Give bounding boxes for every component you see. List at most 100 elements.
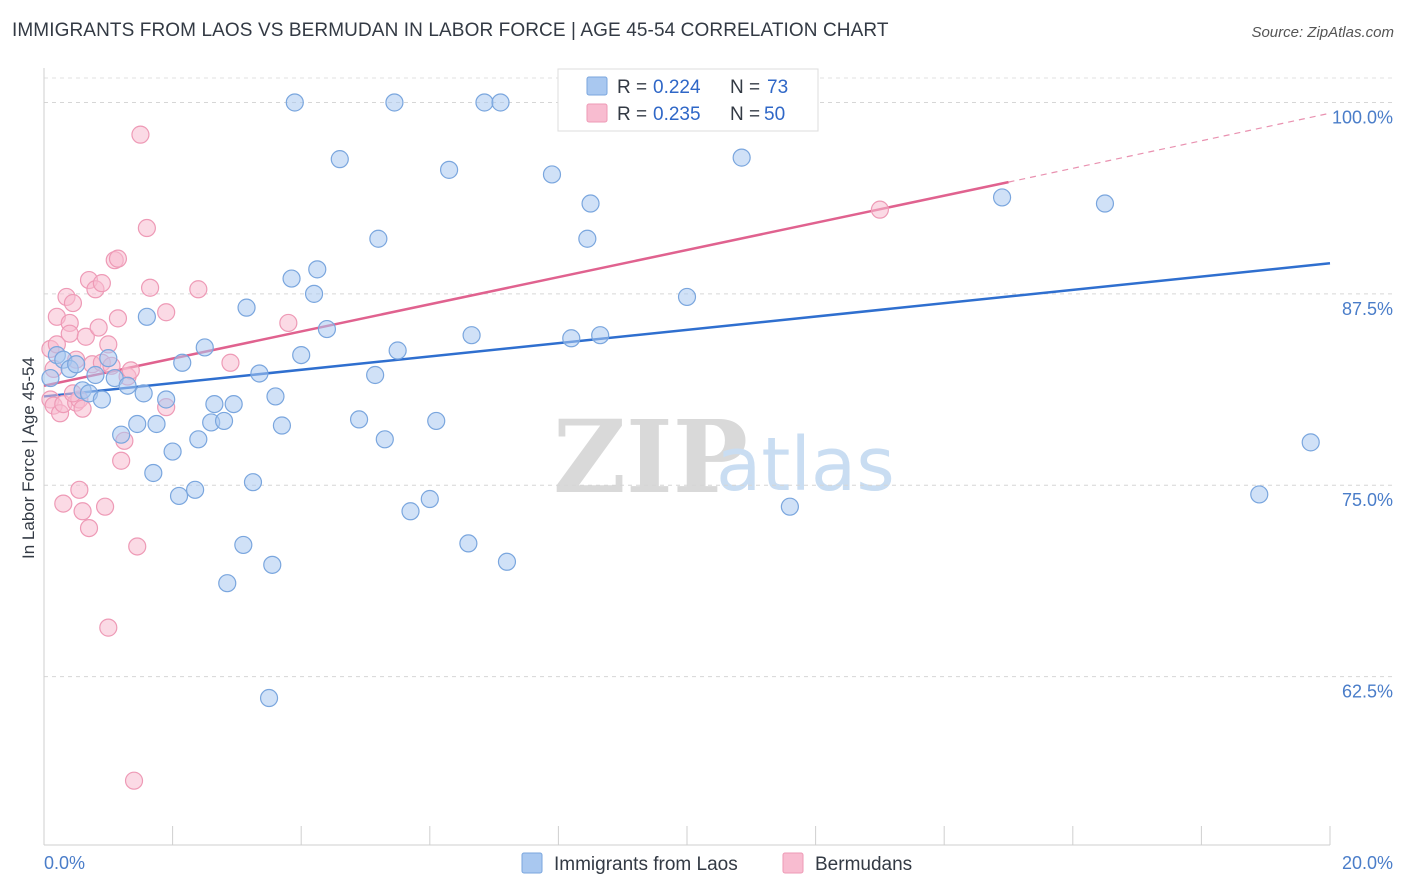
point-bermudans — [870, 200, 890, 219]
point-bermudans — [73, 502, 92, 521]
point-laos — [243, 473, 263, 492]
point-laos — [542, 165, 562, 184]
point-laos — [349, 410, 369, 429]
point-laos — [308, 260, 327, 279]
point-laos — [112, 425, 131, 444]
point-laos — [677, 287, 697, 307]
point-laos — [732, 148, 751, 167]
point-laos — [186, 480, 205, 499]
point-laos — [137, 307, 156, 326]
point-laos — [578, 229, 597, 248]
point-laos — [214, 411, 234, 431]
point-bermudans — [128, 537, 147, 556]
point-laos — [427, 411, 446, 431]
point-laos — [218, 574, 237, 593]
point-bermudans — [157, 303, 176, 322]
point-laos — [263, 555, 282, 574]
source-credit: Source: ZipAtlas.com — [1251, 24, 1394, 41]
point-laos — [163, 442, 182, 461]
point-bermudans — [137, 218, 156, 238]
point-laos — [591, 326, 610, 345]
point-bermudans — [121, 361, 140, 380]
point-laos — [92, 390, 111, 409]
point-laos — [282, 269, 301, 288]
point-bermudans — [189, 280, 208, 299]
trendline-laos-solid — [43, 262, 1331, 398]
point-bermudans — [108, 309, 128, 328]
stats-legend: R = 0.224 N = 73 R = 0.235 N = 50 — [557, 68, 819, 132]
point-laos — [304, 284, 324, 303]
legend-swatch-bermudans — [586, 103, 608, 123]
trendline-laos — [43, 262, 1331, 398]
y-tick-labels: 62.5% 75.0% 87.5% 100.0% — [1332, 107, 1393, 701]
point-laos — [157, 390, 176, 409]
trendline-bermudans-extension — [1008, 112, 1331, 183]
point-laos — [147, 414, 166, 434]
point-bermudans — [70, 480, 89, 499]
point-laos — [497, 552, 517, 571]
point-laos — [266, 387, 285, 406]
point-laos — [562, 329, 581, 348]
legend-r-value-bermudans: 0.235 — [653, 104, 701, 125]
point-laos — [366, 365, 385, 385]
point-laos — [128, 414, 147, 434]
point-laos — [491, 93, 510, 112]
point-laos — [41, 368, 60, 388]
point-bermudans — [221, 353, 240, 372]
point-laos — [375, 430, 394, 449]
point-laos — [1095, 194, 1115, 213]
point-laos — [205, 394, 224, 414]
watermark-zip: ZIP — [553, 398, 748, 516]
y-tick-label: 62.5% — [1342, 682, 1393, 702]
point-laos — [401, 502, 420, 521]
point-bermudans — [95, 497, 115, 516]
y-tick-label: 100.0% — [1332, 107, 1393, 127]
point-laos — [118, 376, 137, 395]
point-laos — [475, 93, 494, 112]
series-legend: Immigrants from Laos Bermudans — [521, 852, 912, 875]
x-tick-label-min: 0.0% — [44, 853, 85, 873]
point-laos — [285, 93, 304, 112]
point-laos — [195, 338, 214, 357]
point-laos — [388, 341, 407, 360]
trendline-bermudans — [43, 112, 1331, 387]
point-bermudans — [279, 313, 298, 333]
legend-swatch-laos — [586, 76, 608, 96]
point-laos — [67, 355, 86, 374]
point-laos — [385, 93, 404, 112]
gridlines — [44, 77, 1393, 678]
point-laos — [86, 365, 105, 385]
point-laos — [99, 349, 118, 368]
point-laos — [1301, 433, 1320, 452]
point-laos — [292, 345, 311, 365]
point-laos — [420, 489, 439, 509]
bottom-legend-swatch-bermudans — [782, 852, 804, 874]
point-bermudans — [76, 327, 95, 346]
point-laos — [259, 688, 279, 708]
bottom-legend-label-bermudans: Bermudans — [815, 854, 912, 875]
point-bermudans — [112, 451, 131, 470]
point-bermudans — [131, 125, 150, 144]
point-laos — [224, 394, 243, 414]
point-laos — [169, 486, 189, 506]
point-bermudans — [73, 399, 92, 418]
point-laos — [439, 160, 459, 179]
legend-n-value-laos: 73 — [767, 77, 788, 98]
point-laos — [780, 497, 799, 516]
chart-title: IMMIGRANTS FROM LAOS VS BERMUDAN IN LABO… — [12, 20, 889, 41]
legend-n-label-laos: N = — [730, 77, 760, 98]
x-tick-label-max: 20.0% — [1342, 853, 1393, 873]
axes — [43, 68, 1331, 846]
point-laos — [330, 150, 349, 169]
point-laos — [250, 364, 269, 383]
point-bermudans — [60, 324, 79, 343]
watermark-atlas: atlas — [716, 422, 895, 508]
points-laos — [41, 93, 1320, 708]
y-tick-label: 75.0% — [1342, 490, 1393, 510]
point-laos — [134, 384, 153, 403]
trendline-bermudans-solid — [43, 180, 1009, 387]
bottom-legend-swatch-laos — [521, 852, 543, 874]
point-laos — [1250, 485, 1269, 504]
legend-n-label-bermudans: N = — [730, 104, 760, 125]
